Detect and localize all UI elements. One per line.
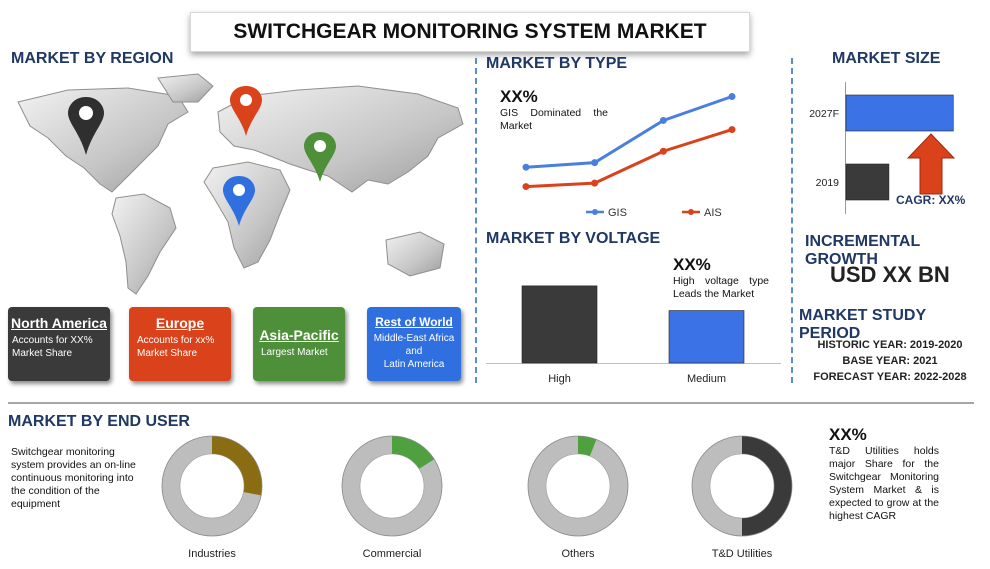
category-label: 2019 (816, 177, 840, 189)
data-point (522, 183, 530, 191)
continent-australia (385, 231, 445, 277)
region-card-europe: Europe Accounts for xx% Market Share (129, 307, 231, 381)
size-cagr: CAGR: XX% (896, 193, 966, 207)
end-user-pct: XX% (829, 425, 867, 444)
size-bar-2019 (845, 163, 890, 201)
type-heading: MARKET BY TYPE (486, 55, 628, 72)
bar-medium (668, 310, 745, 364)
voltage-heading: MARKET BY VOLTAGE (486, 230, 661, 247)
category-label: Medium (687, 373, 726, 385)
study-base: BASE YEAR: 2021 (842, 355, 938, 367)
donut-label: Others (561, 548, 595, 560)
region-card-title: Asia-Pacific (259, 327, 339, 343)
data-point (728, 93, 736, 101)
size-bar-2027f (845, 94, 954, 132)
page-title: SWITCHGEAR MONITORING SYSTEM MARKET (190, 12, 750, 52)
end-user-donut-chart: Industries Commercial Others T&D Utilities (161, 435, 793, 560)
data-point (591, 159, 599, 167)
data-point (591, 179, 599, 187)
region-card-line: Accounts for XX% (12, 335, 93, 346)
donut-hole (545, 453, 611, 519)
region-card-line: Middle-East Africa (373, 333, 455, 344)
region-card-title: Europe (155, 315, 205, 331)
legend-marker (688, 209, 694, 215)
divider-right (791, 58, 793, 383)
pin-north-america-icon (68, 97, 104, 155)
data-point (659, 147, 667, 155)
continent-south-america (111, 193, 177, 295)
voltage-pct: XX% (673, 255, 711, 274)
study-details: HISTORIC YEAR: 2019-2020 BASE YEAR: 2021… (800, 337, 980, 385)
donut-outline (691, 435, 793, 537)
continent-north-america (17, 87, 189, 193)
donut-label: Commercial (363, 548, 422, 560)
legend-marker (592, 209, 598, 215)
region-card-line: Market Share (12, 348, 73, 359)
donut-label: T&D Utilities (712, 548, 773, 560)
donut-outline (341, 435, 443, 537)
donut-label: Industries (188, 548, 236, 560)
bar-high (521, 285, 598, 364)
continent-eurasia (217, 85, 464, 193)
legend-label: AIS (704, 207, 722, 219)
region-card-north-america: North America Accounts for XX% Market Sh… (8, 307, 110, 381)
voltage-note: High voltage type Leads the Market (673, 275, 769, 300)
donut-outline (527, 435, 629, 537)
region-card-title: Rest of World (375, 315, 453, 329)
category-label: 2027F (809, 108, 839, 120)
donut-outline (161, 435, 263, 537)
pin-asia-icon (304, 132, 336, 182)
donut-hole (179, 453, 245, 519)
donut-slice-1 (392, 436, 435, 469)
growth-arrow-icon (906, 133, 956, 195)
study-historic: HISTORIC YEAR: 2019-2020 (817, 339, 963, 351)
pin-africa-icon (223, 176, 255, 226)
region-heading: MARKET BY REGION (11, 50, 174, 67)
type-line-chart: GIS AIS (522, 93, 736, 219)
region-card-line: Latin America (383, 359, 445, 370)
divider-horizontal (8, 402, 974, 404)
region-card-title: North America (11, 315, 107, 331)
study-heading: MARKET STUDY PERIOD (799, 307, 926, 342)
donut-slice-2 (578, 436, 597, 457)
continent-greenland (157, 73, 214, 103)
donut-hole (359, 453, 425, 519)
series-line-gis (525, 95, 733, 169)
growth-value: USD XX BN (830, 262, 950, 287)
study-forecast: FORECAST YEAR: 2022-2028 (813, 371, 967, 383)
end-user-note: T&D Utilities holds major Share for the … (829, 445, 939, 522)
region-card-line: Largest Market (261, 347, 328, 358)
size-bar-chart: 2027F 2019 (809, 82, 956, 214)
region-card-line: and (405, 346, 423, 357)
pin-europe-icon (230, 86, 262, 136)
region-card-line: Market Share (137, 348, 198, 359)
end-user-desc: Switchgear monitoring system provides an… (11, 446, 136, 510)
data-point (522, 163, 530, 171)
size-heading: MARKET SIZE (832, 50, 941, 67)
category-label: High (548, 373, 571, 385)
region-card-asia-pacific: Asia-Pacific Largest Market (253, 307, 345, 381)
data-point (728, 126, 736, 134)
region-card-line: Accounts for xx% (137, 335, 215, 346)
legend-label: GIS (608, 207, 627, 219)
data-point (659, 116, 667, 124)
divider-left (475, 58, 477, 383)
end-user-heading: MARKET BY END USER (8, 413, 190, 430)
type-note: GIS Dominated the Market (500, 107, 608, 132)
donut-slice-3 (742, 436, 792, 536)
series-line-ais (525, 128, 733, 189)
voltage-bar-chart: High Medium (486, 285, 781, 385)
region-card-rest-of-world: Rest of World Middle-East Africa and Lat… (367, 307, 461, 381)
type-pct: XX% (500, 87, 538, 106)
world-map (17, 73, 464, 295)
donut-hole (709, 453, 775, 519)
growth-heading: INCREMENTAL GROWTH (805, 233, 920, 268)
map-pins (68, 86, 336, 226)
